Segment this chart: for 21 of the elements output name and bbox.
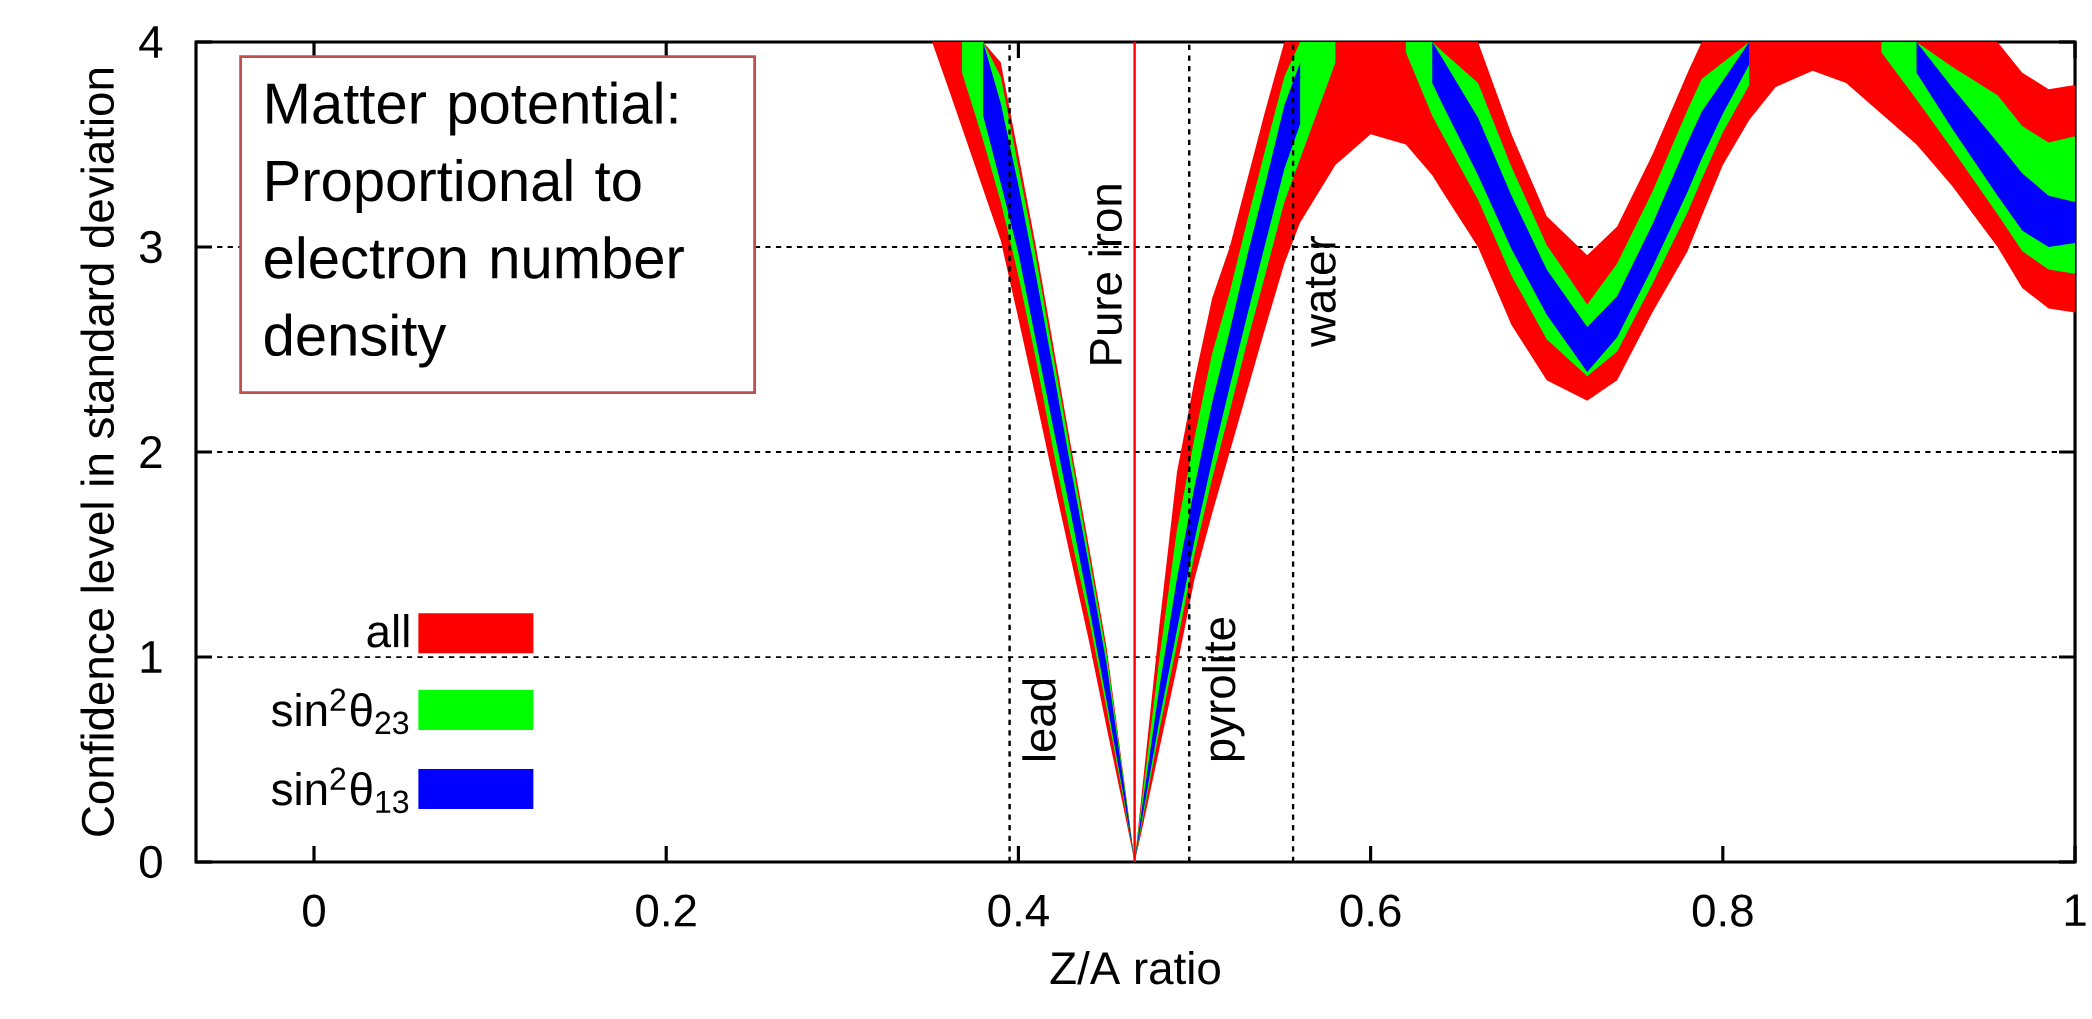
y-tick-label: 0 [139,845,162,879]
y-tick-label: 4 [139,26,163,58]
y-axis-title: Confidence level in standard deviation [80,69,115,836]
x-tick-label: 0 [303,894,325,927]
ref-line-label: water [1305,236,1336,348]
y-tick-label: 2 [140,436,162,468]
ref-line-label: Pure iron [1088,185,1122,364]
legend-label: all [367,614,409,648]
x-tick-label: 0.6 [1340,894,1401,927]
ref-line-label: lead [1022,679,1056,761]
annotation: Matter potential: Proportional to electron number density [265,81,684,368]
legend-label: sin$^{2}$θ$_{23}$ [271,688,409,735]
ref-line-label: pyrolite [1201,617,1245,761]
legend-label: sin$^{2}$θ$_{13}$ [271,767,409,814]
y-tick-label: 3 [139,230,162,264]
x-tick-label: 0.2 [636,894,696,927]
x-axis-title: Z/A ratio [1050,950,1220,985]
x-tick-label: 0.4 [988,894,1049,927]
x-tick-label: 1 [2065,894,2086,926]
y-tick-label: 1 [141,641,162,673]
x-tick-label: 0.8 [1692,894,1753,927]
